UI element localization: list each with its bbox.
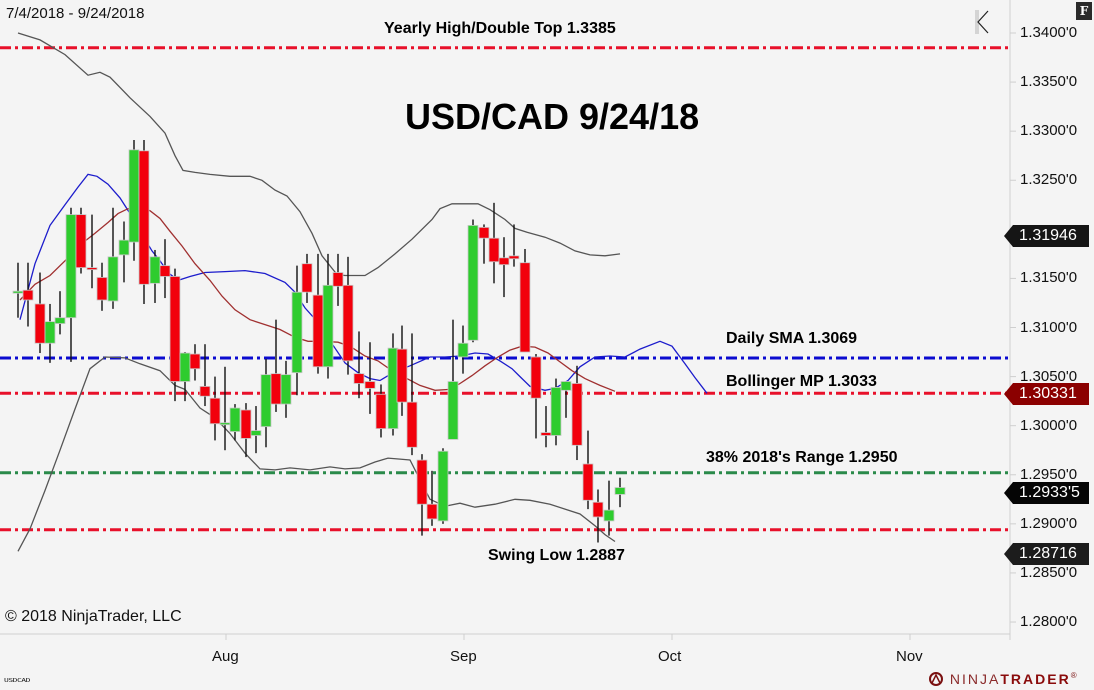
y-tick-label: 1.2900'0 <box>1020 514 1078 532</box>
ninjatrader-logo: NINJATRADER® <box>928 671 1079 687</box>
ninjatrader-logo-icon <box>929 672 943 686</box>
last-price-flag: 1.2933'5 <box>1004 482 1089 504</box>
y-tick-label: 1.2950'0 <box>1020 465 1078 483</box>
y-tick-label: 1.3000'0 <box>1020 416 1078 434</box>
flag-button[interactable]: F <box>1076 2 1092 20</box>
x-tick-label: Nov <box>896 648 923 665</box>
y-tick-label: 1.3050'0 <box>1020 367 1078 385</box>
y-tick-label: 1.2850'0 <box>1020 563 1078 581</box>
x-tick-label: Sep <box>450 648 477 665</box>
annotation-swing-low: Swing Low 1.2887 <box>488 547 625 564</box>
lower-band-price-flag: 1.28716 <box>1004 543 1089 565</box>
date-range: 7/4/2018 - 9/24/2018 <box>6 5 145 22</box>
y-tick-label: 1.3100'0 <box>1020 318 1078 336</box>
logo-text-trader: TRADER <box>1000 671 1071 687</box>
x-tick-label: Oct <box>658 648 682 665</box>
y-tick-label: 1.3150'0 <box>1020 269 1078 287</box>
chart-title: USD/CAD 9/24/18 <box>405 96 700 137</box>
horizontal-levels <box>0 46 1008 532</box>
annotation-bollinger-mp: Bollinger MP 1.3033 <box>726 373 877 390</box>
annotation-daily-sma: Daily SMA 1.3069 <box>726 330 858 347</box>
chevron-left-icon <box>975 10 989 34</box>
annotation-yearly-high: Yearly High/Double Top 1.3385 <box>384 20 616 37</box>
chart-axes <box>0 0 1016 640</box>
upper-band-price-flag: 1.31946 <box>1004 225 1089 247</box>
y-tick-label: 1.3300'0 <box>1020 122 1078 140</box>
candlesticks <box>12 140 626 543</box>
y-tick-label: 1.3350'0 <box>1020 73 1078 91</box>
logo-mark: ® <box>1070 671 1079 680</box>
y-tick-label: 1.2800'0 <box>1020 613 1078 631</box>
logo-text-ninja: NINJA <box>949 671 1001 687</box>
y-tick-label: 1.3400'0 <box>1020 24 1078 41</box>
y-tick-label: 1.3250'0 <box>1020 171 1078 189</box>
copyright: © 2018 NinjaTrader, LLC <box>5 608 182 625</box>
x-tick-label: Aug <box>212 648 239 665</box>
collapse-panel-button[interactable] <box>975 10 990 34</box>
instrument-label: USDCAD <box>4 677 30 684</box>
middle-band-price-flag: 1.30331 <box>1004 383 1089 405</box>
annotation-fib-38: 38% 2018's Range 1.2950 <box>706 449 898 466</box>
